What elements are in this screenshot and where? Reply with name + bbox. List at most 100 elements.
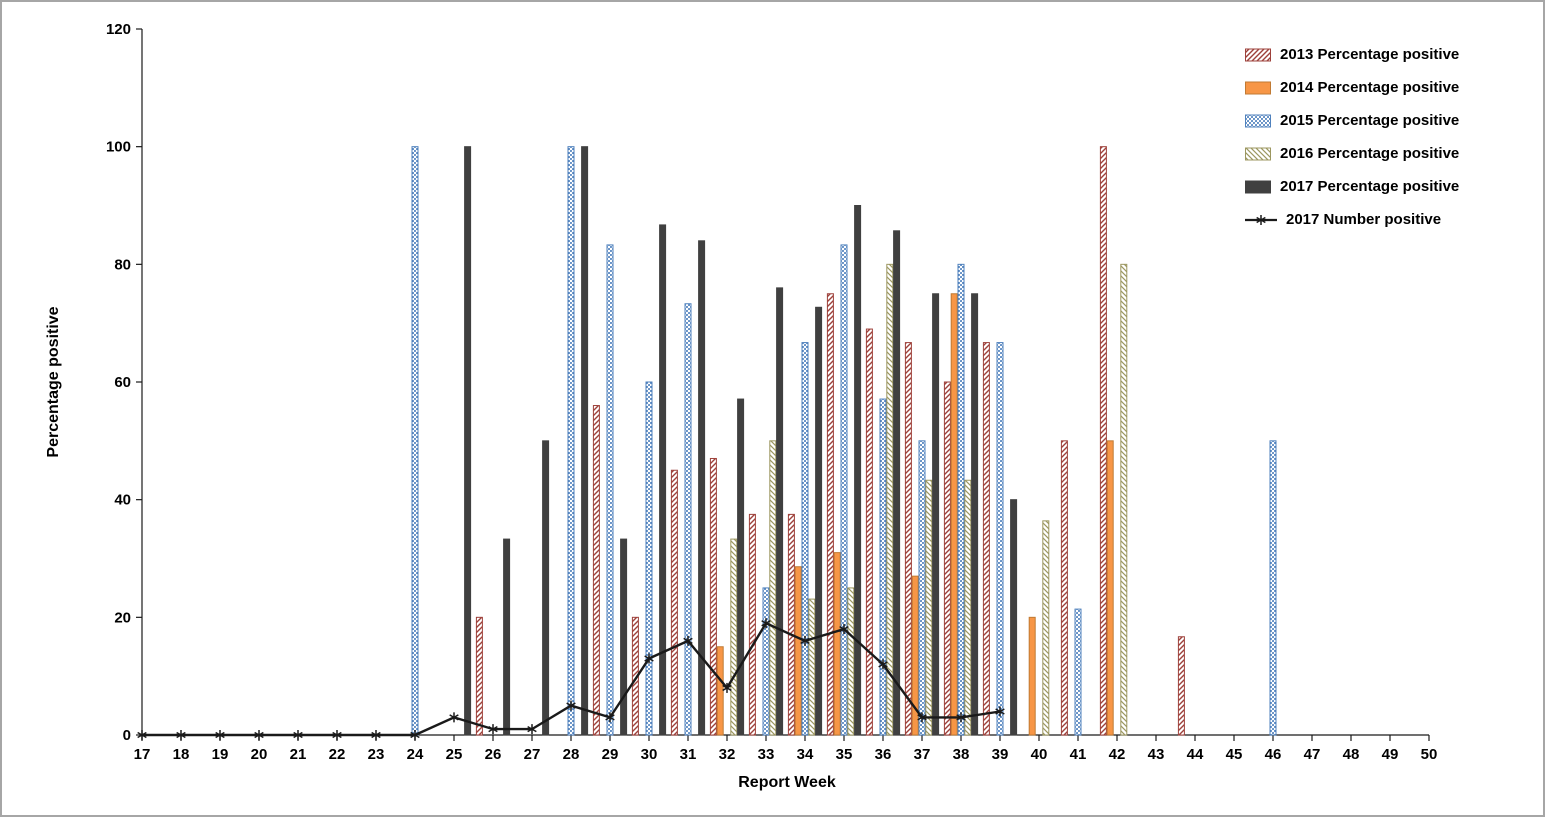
x-tick-label: 18 xyxy=(173,746,190,763)
legend-item-2014-percentage: 2014 Percentage positive xyxy=(1245,77,1459,98)
bar-2017-week-33 xyxy=(776,287,784,736)
asterisk-marker-icon xyxy=(722,682,732,693)
bar-2016-week-35 xyxy=(847,587,855,736)
bar-2017-week-34 xyxy=(815,306,823,736)
x-tick-label: 21 xyxy=(290,746,307,763)
asterisk-marker-icon xyxy=(566,700,576,711)
bar-2017-week-29 xyxy=(620,538,628,736)
x-tick-label: 36 xyxy=(875,746,892,763)
legend: 2013 Percentage positive 2014 Percentage… xyxy=(1245,44,1459,230)
asterisk-marker-icon xyxy=(605,712,615,723)
x-tick-label: 43 xyxy=(1148,746,1165,763)
bar-2017-week-31 xyxy=(698,240,706,736)
bar-2013-week-35 xyxy=(826,293,834,736)
bar-2016-week-37 xyxy=(925,479,933,736)
bar-2017-week-39 xyxy=(1010,499,1018,736)
bar-2014-week-34 xyxy=(794,566,802,736)
bars-2017 xyxy=(464,146,1018,736)
legend-swatch-2014-icon xyxy=(1245,81,1271,94)
bar-2013-week-34 xyxy=(787,513,795,736)
x-tick-label: 49 xyxy=(1382,746,1399,763)
asterisk-marker-icon xyxy=(176,730,186,740)
asterisk-marker-icon xyxy=(800,635,810,646)
asterisk-marker-icon xyxy=(488,724,498,735)
legend-item-2016-percentage: 2016 Percentage positive xyxy=(1245,143,1459,164)
x-tick-label: 24 xyxy=(407,746,424,763)
bar-2013-week-29 xyxy=(592,405,600,736)
x-tick-label: 47 xyxy=(1304,746,1321,763)
x-tick-label: 22 xyxy=(329,746,346,763)
y-tick-label: 60 xyxy=(114,374,131,391)
bar-2017-week-36 xyxy=(893,230,901,736)
bar-2013-week-31 xyxy=(670,469,678,736)
bars-2015 xyxy=(411,146,1277,736)
asterisk-marker-icon xyxy=(215,730,225,740)
x-tick-label: 46 xyxy=(1265,746,1282,763)
x-tick-label: 17 xyxy=(134,746,151,763)
asterisk-marker-icon xyxy=(683,635,693,646)
asterisk-marker-icon xyxy=(410,730,420,740)
x-tick-label: 38 xyxy=(953,746,970,763)
y-tick-label: 0 xyxy=(123,727,131,744)
x-tick-label: 39 xyxy=(992,746,1009,763)
x-tick-label: 41 xyxy=(1070,746,1087,763)
bar-2014-week-40 xyxy=(1028,616,1036,736)
x-tick-label: 35 xyxy=(836,746,853,763)
x-tick-label: 31 xyxy=(680,746,697,763)
bar-2013-week-37 xyxy=(904,342,912,736)
bar-2016-week-33 xyxy=(769,440,777,736)
legend-label-2016: 2016 Percentage positive xyxy=(1280,145,1460,162)
bar-2016-week-42 xyxy=(1120,263,1128,736)
asterisk-marker-icon xyxy=(1256,214,1266,225)
bars-2013 xyxy=(475,146,1185,736)
bar-2013-week-32 xyxy=(709,457,717,736)
x-tick-label: 44 xyxy=(1187,746,1204,763)
bar-2015-week-37 xyxy=(918,440,926,736)
bar-2013-week-41 xyxy=(1060,440,1068,736)
bar-2015-week-34 xyxy=(801,342,809,736)
legend-item-2017-percentage: 2017 Percentage positive xyxy=(1245,176,1459,197)
bar-2015-week-36 xyxy=(879,398,887,736)
bar-2014-week-37 xyxy=(911,575,919,736)
bar-2017-week-28 xyxy=(581,146,589,736)
x-tick-label: 27 xyxy=(524,746,541,763)
bar-2017-week-25 xyxy=(464,146,472,736)
bar-2016-week-40 xyxy=(1042,520,1050,736)
y-tick-label: 40 xyxy=(114,492,131,509)
y-axis-ticks: 0 20 40 60 80 100 120 xyxy=(106,21,142,744)
bar-2013-week-44 xyxy=(1177,636,1185,736)
asterisk-marker-icon xyxy=(995,706,1005,717)
axes xyxy=(141,29,1429,736)
x-tick-label: 26 xyxy=(485,746,502,763)
x-tick-label: 29 xyxy=(602,746,619,763)
bar-2014-week-35 xyxy=(833,552,841,736)
bar-2016-week-36 xyxy=(886,263,894,736)
bar-2016-week-34 xyxy=(808,598,816,736)
bar-2015-week-35 xyxy=(840,244,848,736)
bar-2015-week-38 xyxy=(957,263,965,736)
bar-2015-week-46 xyxy=(1269,440,1277,736)
y-axis-title: Percentage positive xyxy=(45,306,62,458)
bar-2015-week-41 xyxy=(1074,608,1082,736)
x-tick-label: 25 xyxy=(446,746,463,763)
legend-label-2014: 2014 Percentage positive xyxy=(1280,79,1460,96)
asterisk-marker-icon xyxy=(527,724,537,735)
asterisk-marker-icon xyxy=(956,712,966,723)
y-tick-label: 120 xyxy=(106,21,131,38)
bars-2016 xyxy=(730,263,1128,736)
asterisk-marker-icon xyxy=(449,712,459,723)
legend-label-2013: 2013 Percentage positive xyxy=(1280,46,1460,63)
bar-2017-week-32 xyxy=(737,398,745,736)
legend-label-2015: 2015 Percentage positive xyxy=(1280,112,1460,129)
bar-2014-week-38 xyxy=(950,293,958,736)
bar-2015-week-33 xyxy=(762,587,770,736)
bar-2017-week-30 xyxy=(659,224,667,736)
asterisk-marker-icon xyxy=(917,712,927,723)
plot-area: 0 20 40 60 80 100 120 17 18 19 20 21 22 23 24 25 26 27 28 2… xyxy=(106,21,1437,763)
asterisk-marker-icon xyxy=(878,659,888,670)
bar-2013-week-26 xyxy=(475,616,483,736)
legend-item-2015-percentage: 2015 Percentage positive xyxy=(1245,110,1459,131)
bar-2015-week-39 xyxy=(996,342,1004,736)
